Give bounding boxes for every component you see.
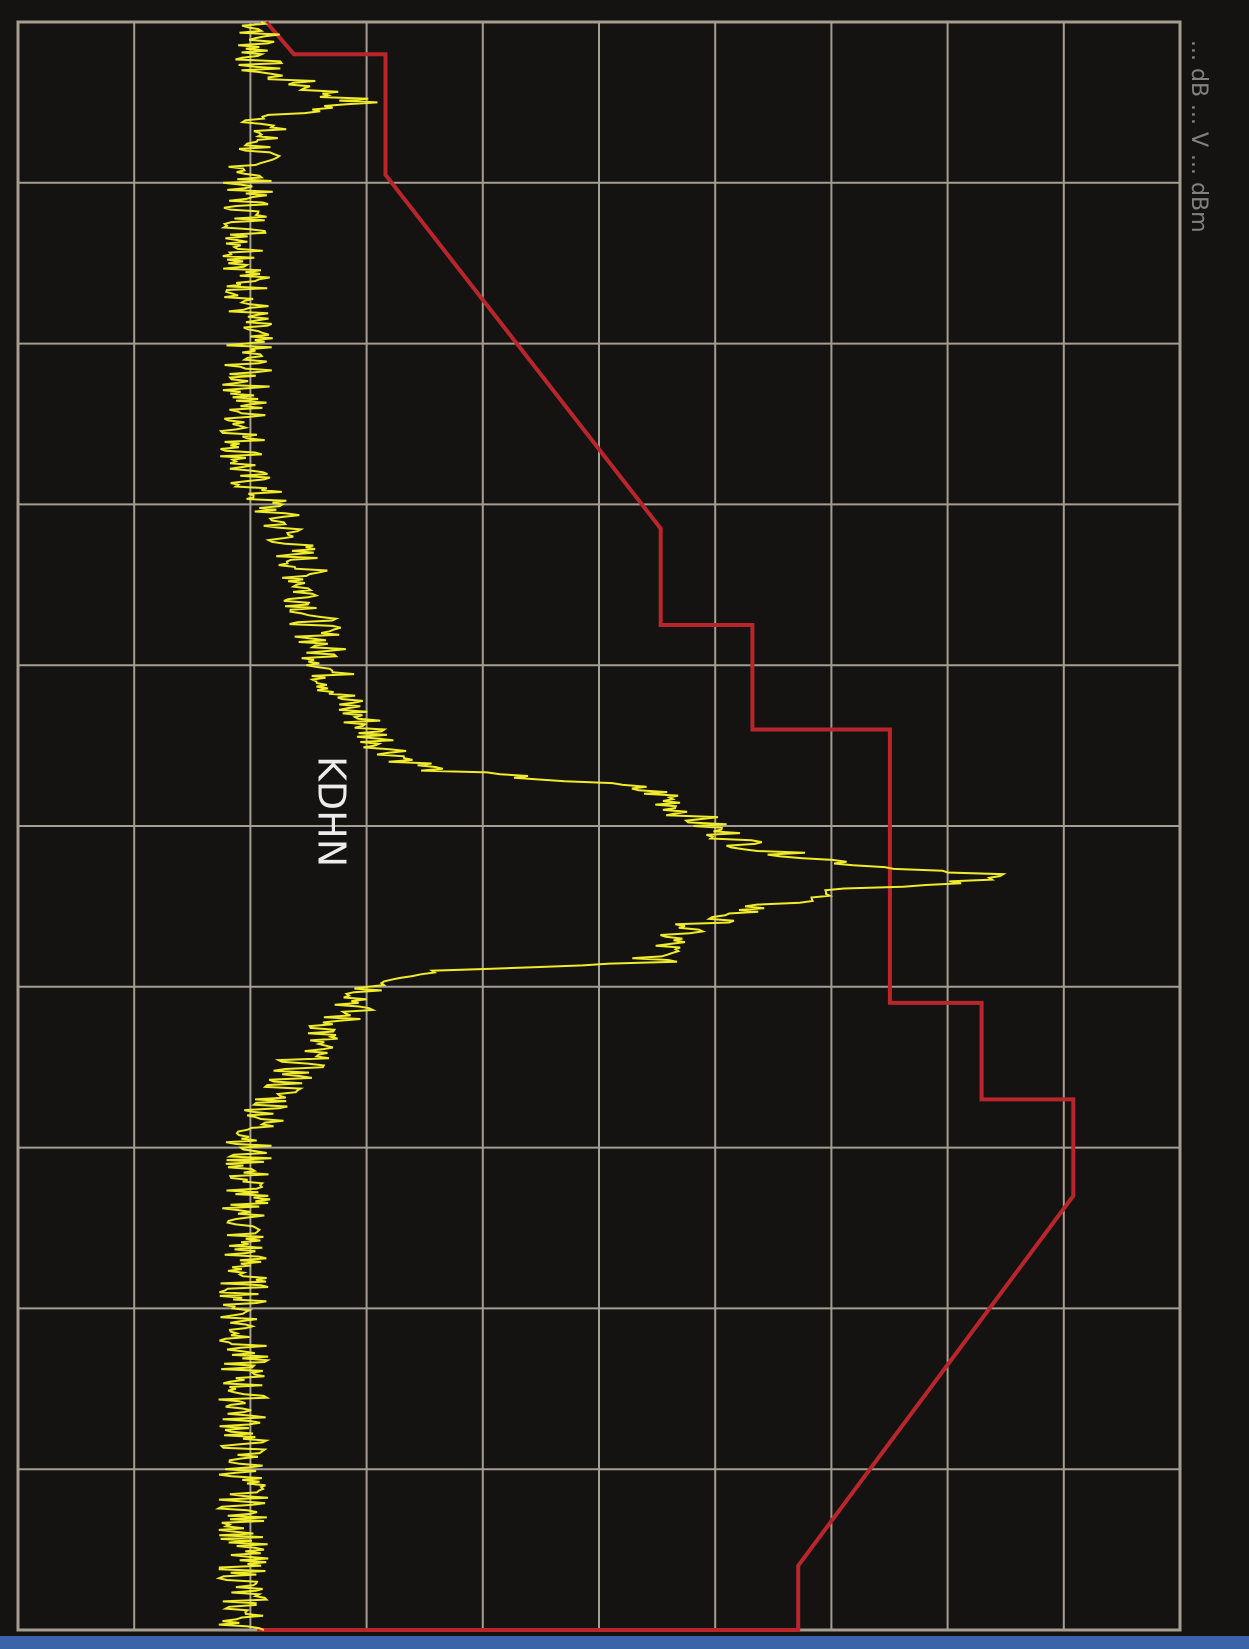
station-label: KDHN <box>310 756 354 867</box>
spectrum-trace <box>214 21 1007 1631</box>
bottom-blue-strip <box>0 1636 1249 1649</box>
grid-lines <box>18 22 1180 1630</box>
mask-line <box>257 20 1076 1632</box>
edge-readout-text: ... dB ... V ... dBm <box>1186 40 1211 233</box>
